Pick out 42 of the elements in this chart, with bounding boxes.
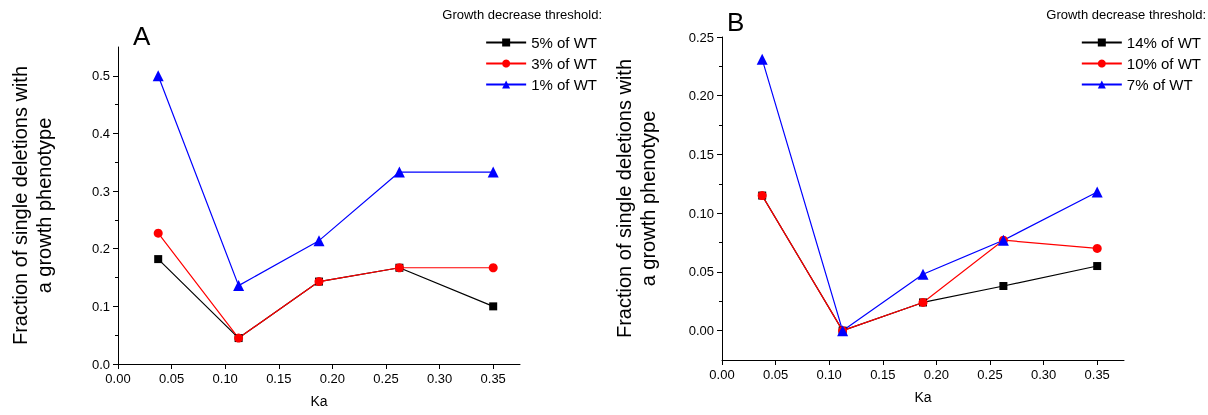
legend-label: 5% of WT [531, 34, 598, 51]
x-tick-label: 0.15 [266, 371, 292, 386]
legend-label: 14% of WT [1126, 34, 1201, 51]
x-tick-label: 0.20 [923, 367, 950, 382]
legend-label: 1% of WT [531, 76, 598, 93]
legend-label: 10% of WT [1126, 55, 1201, 72]
x-tick-label: 0.10 [816, 367, 842, 382]
y-tick-label: 0.4 [91, 125, 110, 141]
y-tick-label: 0.10 [688, 205, 714, 221]
y-tick-label: 0.15 [688, 146, 714, 162]
x-tick-label: 0.00 [709, 367, 735, 382]
chart-title: B [727, 7, 745, 37]
x-tick-label: 0.05 [158, 371, 185, 386]
x-tick-label: 0.00 [105, 371, 131, 386]
x-tick-label: 0.35 [1084, 367, 1110, 382]
y-tick-label: 0.1 [91, 298, 110, 314]
y-tick-label: 0.20 [688, 88, 714, 104]
legend-label: 7% of WT [1126, 76, 1193, 93]
y-tick-label: 0.2 [91, 241, 110, 257]
legend-title: Growth decrease threshold: [442, 7, 603, 22]
x-tick-label: 0.30 [426, 371, 453, 386]
x-tick-label: 0.05 [762, 367, 789, 382]
y-tick-label: 0.3 [91, 183, 110, 199]
y-tick-label: 0.0 [91, 356, 110, 372]
x-tick-label: 0.25 [977, 367, 1003, 382]
x-tick-label: 0.20 [319, 371, 346, 386]
x-tick-label: 0.25 [373, 371, 399, 386]
y-tick-label: 0.25 [688, 29, 714, 45]
x-tick-label: 0.35 [480, 371, 506, 386]
y-axis-title: Fraction of single deletions with a growth phenotype [9, 65, 55, 346]
x-tick-label: 0.10 [212, 371, 238, 386]
legend-title: Growth decrease threshold: [1046, 7, 1207, 22]
y-tick-label: 0.5 [91, 68, 110, 84]
legend-label: 3% of WT [531, 55, 598, 72]
y-tick-label: 0.00 [688, 323, 714, 339]
y-axis-title: Fraction of single deletions with a growth phenotype [613, 58, 659, 339]
x-axis-title: Ka [914, 389, 932, 405]
y-tick-label: 0.05 [688, 264, 714, 280]
x-tick-label: 0.30 [1030, 367, 1057, 382]
x-axis-title: Ka [310, 393, 328, 409]
x-tick-label: 0.15 [870, 367, 896, 382]
chart-title: A [133, 21, 151, 51]
